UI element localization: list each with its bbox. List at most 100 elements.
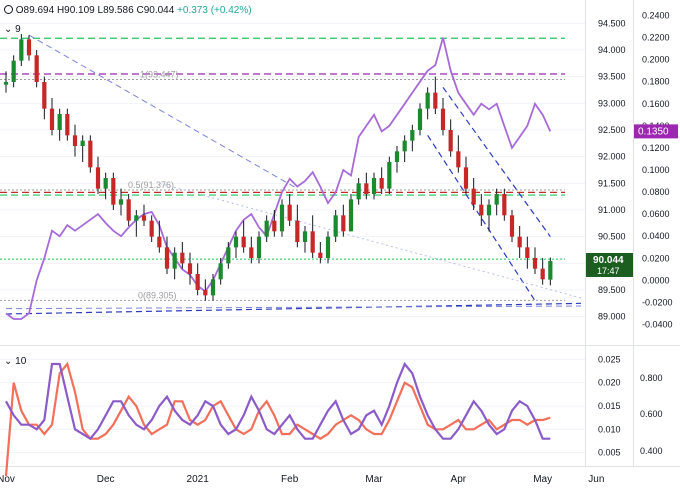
candle-body — [295, 220, 300, 242]
price-axis-tick: 94.500 — [598, 18, 626, 28]
candle-body — [249, 247, 254, 258]
candle-body — [80, 140, 85, 146]
candle-body — [341, 215, 346, 232]
trendline-support-line-2 — [5, 305, 582, 310]
indicator-line — [5, 37, 552, 320]
candle-body — [164, 247, 170, 269]
candle-body — [302, 231, 308, 242]
candle-body — [149, 220, 154, 237]
candle-body — [410, 130, 415, 141]
candle-body — [471, 188, 476, 205]
indicator-axis-tick: 0.0200 — [642, 253, 670, 263]
time-axis-tick: Apr — [451, 474, 467, 485]
candle-body — [333, 215, 338, 237]
price-axis-tick: 92.500 — [598, 125, 626, 135]
volatility-axis-tick: 0.010 — [598, 424, 621, 434]
candle-body — [103, 178, 108, 189]
candle-body — [425, 92, 430, 109]
trendline-lower-channel — [427, 135, 536, 301]
indicator-axis-tick: -0.0400 — [642, 319, 673, 329]
price-axis-tick: 90.500 — [598, 232, 626, 242]
volatility-series-1 — [4, 361, 551, 477]
candle-body — [134, 215, 139, 221]
top-indicator-length: 9 — [15, 24, 21, 35]
candle-body — [387, 162, 392, 189]
candle-body — [272, 220, 277, 232]
price-axis-tick: 94.000 — [598, 45, 626, 55]
correlation-axis-tick: 0.600 — [640, 409, 663, 419]
volatility-axis-tick: 0.015 — [598, 401, 621, 411]
candle-body — [88, 140, 93, 168]
time-axis-tick: May — [533, 474, 552, 485]
candle-body — [264, 220, 269, 237]
candle-body — [180, 252, 185, 264]
candle-body — [517, 236, 522, 248]
candle-body — [187, 263, 193, 274]
indicator-axis-tick: 0.2400 — [642, 11, 670, 21]
candle-body — [494, 194, 499, 205]
candle-body — [525, 247, 530, 258]
candle-body — [364, 183, 369, 194]
candle-body — [394, 151, 400, 162]
countdown-label: 17:47 — [597, 266, 620, 276]
candle-body — [486, 204, 492, 216]
candle-body — [19, 39, 24, 61]
chevron-down-icon[interactable]: ⌄ — [4, 356, 13, 367]
chevron-down-icon[interactable]: ⌄ — [4, 24, 13, 35]
last-price-label: 90.044 — [593, 255, 624, 266]
candle-body — [402, 140, 407, 152]
candle-body — [548, 260, 553, 280]
time-axis-tick: Dec — [97, 474, 115, 485]
candle-body — [49, 108, 55, 130]
price-axis-tick: 89.000 — [598, 312, 626, 322]
chart-circle-icon[interactable] — [4, 5, 13, 14]
candle-body — [509, 215, 515, 237]
top-indicator-legend[interactable]: ⌄ 9 — [4, 24, 21, 35]
candle-body — [241, 236, 246, 248]
candle-body — [226, 247, 231, 264]
candle-body — [218, 263, 223, 280]
candle-body — [72, 135, 78, 146]
trendline-upper-channel — [28, 34, 298, 190]
time-axis-tick: Feb — [281, 474, 299, 485]
indicator-value-label: 0.1350 — [638, 126, 669, 137]
high-value: H90.109 — [56, 5, 95, 16]
bottom-indicator-legend[interactable]: ⌄ 10 — [4, 356, 26, 367]
volatility-axis-tick: 0.005 — [598, 448, 621, 458]
fib-label: 0.5(91.376) — [128, 180, 174, 190]
candle-body — [203, 290, 208, 296]
price-axis-tick: 93.000 — [598, 98, 626, 108]
open-value: O89.694 — [15, 5, 55, 16]
price-axis-tick: 91.500 — [598, 178, 626, 188]
candle-body — [440, 108, 446, 130]
indicator-axis-tick: 0.1000 — [642, 165, 670, 175]
candle-body — [479, 204, 484, 216]
volatility-series-2 — [5, 361, 551, 441]
candle-body — [379, 178, 384, 189]
price-axis-tick: 92.000 — [598, 152, 626, 162]
candle-body — [57, 114, 62, 130]
time-axis-tick: Mar — [365, 474, 383, 485]
candle-body — [26, 39, 32, 56]
correlation-axis-tick: 0.800 — [640, 373, 663, 383]
candle-body — [34, 55, 39, 82]
trendline-upper-channel-2 — [442, 86, 551, 238]
ohlc-header: O89.694 H90.109 L89.586 C90.044 +0.373 (… — [4, 5, 252, 16]
time-axis-tick: Nov — [0, 474, 15, 485]
candle-body — [157, 236, 162, 248]
candle-body — [233, 236, 239, 248]
candle-body — [3, 82, 9, 85]
indicator-axis-tick: 0.1200 — [642, 143, 670, 153]
candle-body — [195, 274, 200, 290]
candle-body — [356, 183, 361, 200]
candle-body — [325, 236, 331, 258]
candle-body — [11, 60, 16, 82]
volatility-axis-tick: 0.020 — [598, 378, 621, 388]
fib-label: 0(89.305) — [138, 290, 177, 300]
candle-body — [348, 199, 354, 232]
volatility-axis-tick: 0.025 — [598, 354, 621, 364]
price-axis-tick: 93.500 — [598, 72, 626, 82]
candle-body — [126, 199, 131, 221]
candle-body — [95, 167, 101, 189]
